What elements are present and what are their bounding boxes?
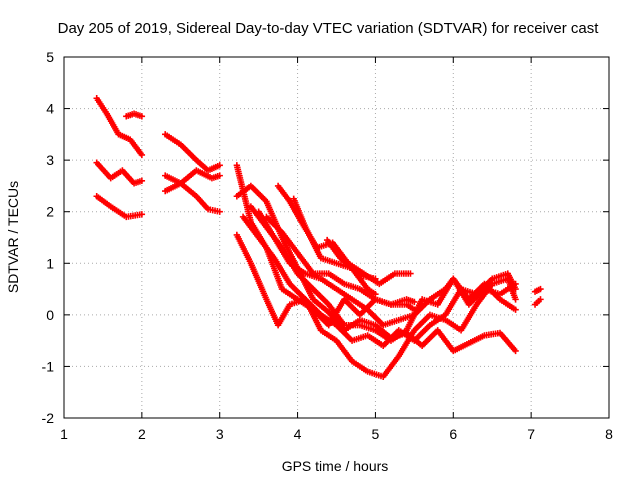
x-tick-label: 4: [294, 426, 302, 442]
x-tick-label: 7: [527, 426, 535, 442]
data-series: [93, 95, 544, 380]
data-point: [537, 285, 544, 293]
data-point: [407, 270, 414, 277]
y-tick-label: 5: [46, 49, 54, 65]
y-tick-label: -1: [42, 358, 55, 374]
x-tick-label: 1: [60, 426, 68, 442]
x-tick-label: 6: [449, 426, 457, 442]
y-tick-label: 4: [46, 101, 54, 117]
y-axis-title: SDTVAR / TECUs: [5, 181, 21, 293]
series-track-7: [162, 180, 223, 215]
series-track-19: [531, 296, 544, 308]
series-track-1: [93, 95, 146, 159]
data-point: [411, 298, 418, 306]
y-tick-label: 1: [46, 255, 54, 271]
axis-ticks: 1 2 3 4 5 6 7 8 -2 -1 0 1 2 3 4 5: [42, 49, 614, 442]
y-tick-label: 3: [46, 152, 54, 168]
data-point: [372, 291, 379, 298]
data-point: [216, 172, 223, 179]
series-track-13: [255, 208, 519, 329]
series-track-10: [233, 231, 519, 380]
data-point: [138, 151, 146, 159]
y-tick-label: 2: [46, 204, 54, 220]
series-track-14: [263, 213, 418, 308]
series-track-2: [93, 159, 146, 187]
data-point: [216, 208, 223, 215]
x-tick-label: 3: [216, 426, 224, 442]
data-point: [138, 211, 146, 218]
data-point: [537, 296, 544, 303]
y-tick-label: -2: [42, 410, 55, 426]
data-point: [512, 306, 519, 313]
data-point: [216, 162, 223, 169]
data-point: [138, 113, 146, 120]
x-tick-label: 8: [605, 426, 613, 442]
x-tick-label: 5: [372, 426, 380, 442]
series-track-18: [531, 285, 544, 295]
chart-title: Day 205 of 2019, Sidereal Day-to-day VTE…: [58, 20, 600, 37]
series-track-3: [93, 193, 146, 221]
x-tick-label: 2: [138, 426, 146, 442]
grid-lines: [64, 57, 609, 418]
plot-frame: [63, 56, 610, 419]
series-track-5: [162, 131, 223, 174]
data-point: [138, 177, 146, 184]
series-track-17: [323, 236, 379, 282]
series-track-16: [290, 195, 379, 298]
x-axis-title: GPS time / hours: [282, 458, 389, 474]
data-point: [512, 296, 519, 303]
data-point: [512, 347, 519, 355]
data-point: [512, 280, 519, 288]
series-track-4: [123, 110, 146, 120]
data-point: [372, 275, 379, 282]
y-tick-label: 0: [46, 307, 54, 323]
